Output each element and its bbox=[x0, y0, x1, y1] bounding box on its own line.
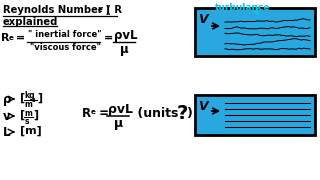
Text: ): ) bbox=[102, 5, 110, 15]
Text: e: e bbox=[91, 109, 95, 116]
Text: ρvL: ρvL bbox=[108, 103, 133, 116]
Text: " inertial force": " inertial force" bbox=[28, 30, 101, 39]
Text: =: = bbox=[12, 33, 25, 43]
Text: s: s bbox=[25, 117, 29, 126]
Text: μ: μ bbox=[114, 117, 123, 130]
Bar bbox=[195, 8, 315, 56]
Text: m: m bbox=[24, 100, 32, 109]
Text: (units: (units bbox=[133, 107, 178, 120]
Text: =: = bbox=[95, 107, 109, 120]
Text: L: L bbox=[3, 126, 11, 139]
Text: [m]: [m] bbox=[20, 126, 42, 136]
Text: e: e bbox=[98, 7, 103, 13]
Text: R: R bbox=[1, 33, 10, 43]
Bar bbox=[195, 95, 315, 135]
Text: turbulance: turbulance bbox=[215, 3, 270, 12]
Text: 3: 3 bbox=[32, 98, 36, 104]
Text: [: [ bbox=[20, 93, 25, 103]
Text: ?: ? bbox=[177, 104, 188, 123]
Text: Reynolds Number ( R: Reynolds Number ( R bbox=[3, 5, 122, 15]
Text: "viscous force": "viscous force" bbox=[30, 43, 101, 52]
Text: ρ: ρ bbox=[3, 93, 12, 106]
Text: [: [ bbox=[20, 110, 25, 120]
Text: ]: ] bbox=[33, 110, 38, 120]
Text: ρvL: ρvL bbox=[114, 30, 138, 42]
Text: μ: μ bbox=[120, 43, 129, 56]
Text: m: m bbox=[24, 109, 32, 118]
Text: e: e bbox=[9, 35, 13, 42]
Text: =: = bbox=[104, 33, 113, 43]
Text: V: V bbox=[198, 100, 208, 113]
Text: R: R bbox=[82, 107, 91, 120]
Text: kg: kg bbox=[24, 91, 35, 100]
Text: ]: ] bbox=[37, 93, 42, 103]
Text: v: v bbox=[3, 110, 11, 123]
Text: ): ) bbox=[187, 107, 193, 120]
Text: V: V bbox=[198, 13, 208, 26]
Text: explained: explained bbox=[3, 17, 58, 27]
